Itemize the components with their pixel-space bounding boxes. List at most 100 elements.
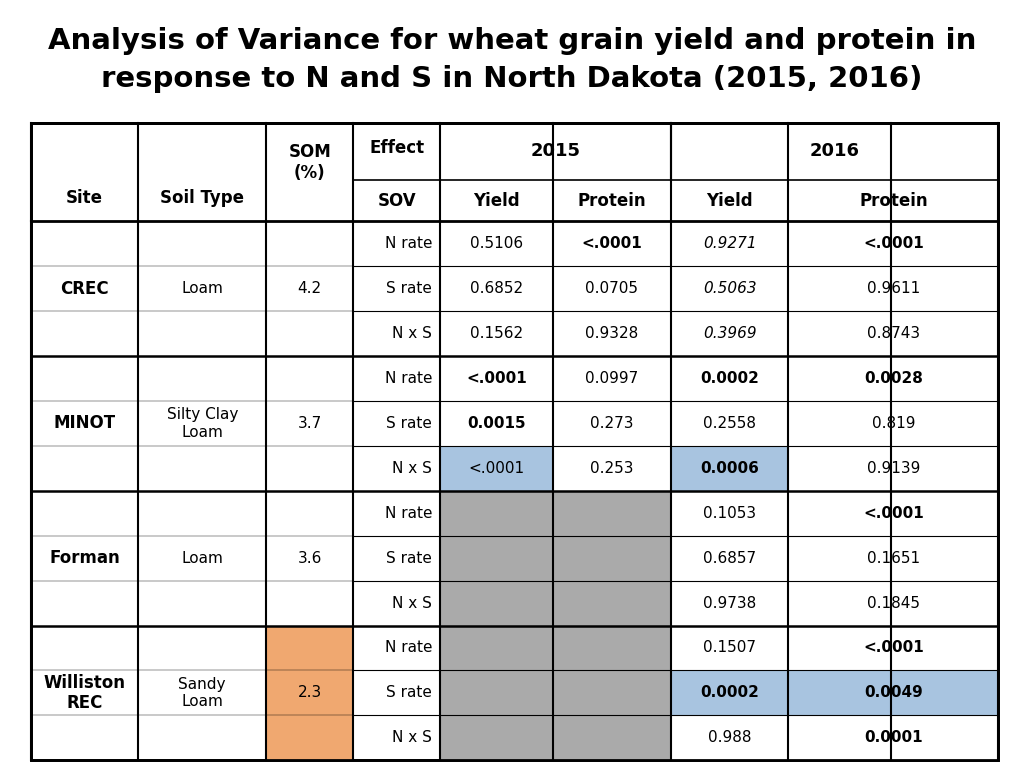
Bar [671,445,788,491]
Bar [440,716,553,760]
Text: Site: Site [66,190,103,207]
Text: 3.6: 3.6 [298,551,322,566]
Text: MINOT: MINOT [53,415,116,432]
Bar [671,716,788,760]
Bar [266,625,353,760]
Bar [671,581,788,625]
Bar [553,356,671,401]
Bar [788,491,998,536]
Text: 0.0049: 0.0049 [864,685,923,700]
Text: 0.253: 0.253 [590,461,634,476]
Text: 0.0997: 0.0997 [585,371,639,386]
Text: 0.273: 0.273 [590,415,634,431]
Bar [671,670,788,716]
Text: 0.9139: 0.9139 [866,461,921,476]
Text: N x S: N x S [392,326,432,341]
Text: 0.1562: 0.1562 [470,326,523,341]
Bar [553,221,671,266]
Text: N rate: N rate [385,505,432,521]
Bar [788,625,998,670]
Bar [671,401,788,445]
Bar [266,356,353,491]
Bar [788,716,998,760]
Text: Soil Type: Soil Type [160,190,245,207]
Bar [671,311,788,356]
Text: Sandy
Loam: Sandy Loam [178,677,226,709]
Bar [671,356,788,401]
Text: 0.8743: 0.8743 [867,326,920,341]
Text: 0.0028: 0.0028 [864,371,923,386]
Bar [553,311,671,356]
Text: N x S: N x S [392,595,432,611]
Text: 0.2558: 0.2558 [703,415,756,431]
Text: 0.0001: 0.0001 [864,730,923,746]
Bar [440,670,553,716]
Text: 2015: 2015 [530,142,581,161]
Bar [440,266,553,311]
Text: SOV: SOV [378,191,416,210]
Text: S rate: S rate [386,685,432,700]
Bar [553,670,671,716]
Bar [553,445,671,491]
Text: <.0001: <.0001 [863,641,924,656]
Text: 0.0002: 0.0002 [700,371,759,386]
Text: SOM
(%): SOM (%) [289,144,331,182]
Text: 3.7: 3.7 [298,415,322,431]
Text: 0.1053: 0.1053 [703,505,756,521]
Text: Loam: Loam [181,281,223,296]
Text: Forman: Forman [49,549,120,567]
Bar [788,311,998,356]
Bar [440,491,553,536]
Bar [440,356,553,401]
Bar [788,445,998,491]
Text: 4.2: 4.2 [298,281,322,296]
Text: 0.9328: 0.9328 [585,326,639,341]
Text: 0.0006: 0.0006 [700,461,759,476]
Text: S rate: S rate [386,415,432,431]
Bar [440,536,553,581]
Text: Protein: Protein [859,191,928,210]
Bar [788,536,998,581]
Bar [266,221,353,356]
Bar [553,266,671,311]
Bar [671,221,788,266]
Bar [440,581,553,625]
Bar [440,311,553,356]
Bar [788,670,998,716]
Text: 0.819: 0.819 [871,415,915,431]
Bar [440,625,553,670]
Text: Loam: Loam [181,551,223,566]
Bar [788,581,998,625]
Text: <.0001: <.0001 [863,236,924,251]
Text: 0.5063: 0.5063 [702,281,757,296]
Text: 0.1507: 0.1507 [703,641,756,656]
Text: S rate: S rate [386,281,432,296]
Text: CREC: CREC [60,280,109,297]
Text: 0.0002: 0.0002 [700,685,759,700]
Bar [671,266,788,311]
Text: N rate: N rate [385,236,432,251]
Text: Williston
REC: Williston REC [43,674,126,713]
Bar [553,581,671,625]
Bar [440,401,553,445]
Text: 0.1845: 0.1845 [867,595,920,611]
Text: Yield: Yield [473,191,520,210]
Text: N x S: N x S [392,730,432,746]
Bar [788,266,998,311]
Bar [553,716,671,760]
Text: 0.3969: 0.3969 [702,326,757,341]
Text: N rate: N rate [385,641,432,656]
Text: 0.5106: 0.5106 [470,236,523,251]
Text: Analysis of Variance for wheat grain yield and protein in: Analysis of Variance for wheat grain yie… [48,27,976,55]
Text: Yield: Yield [707,191,753,210]
Text: <.0001: <.0001 [469,461,524,476]
Text: N x S: N x S [392,461,432,476]
Bar [671,536,788,581]
Bar [440,445,553,491]
Text: 0.0705: 0.0705 [586,281,638,296]
Bar [31,123,998,760]
Text: <.0001: <.0001 [582,236,642,251]
Text: 0.9271: 0.9271 [702,236,757,251]
Text: 0.988: 0.988 [708,730,752,746]
Text: 0.9611: 0.9611 [866,281,921,296]
